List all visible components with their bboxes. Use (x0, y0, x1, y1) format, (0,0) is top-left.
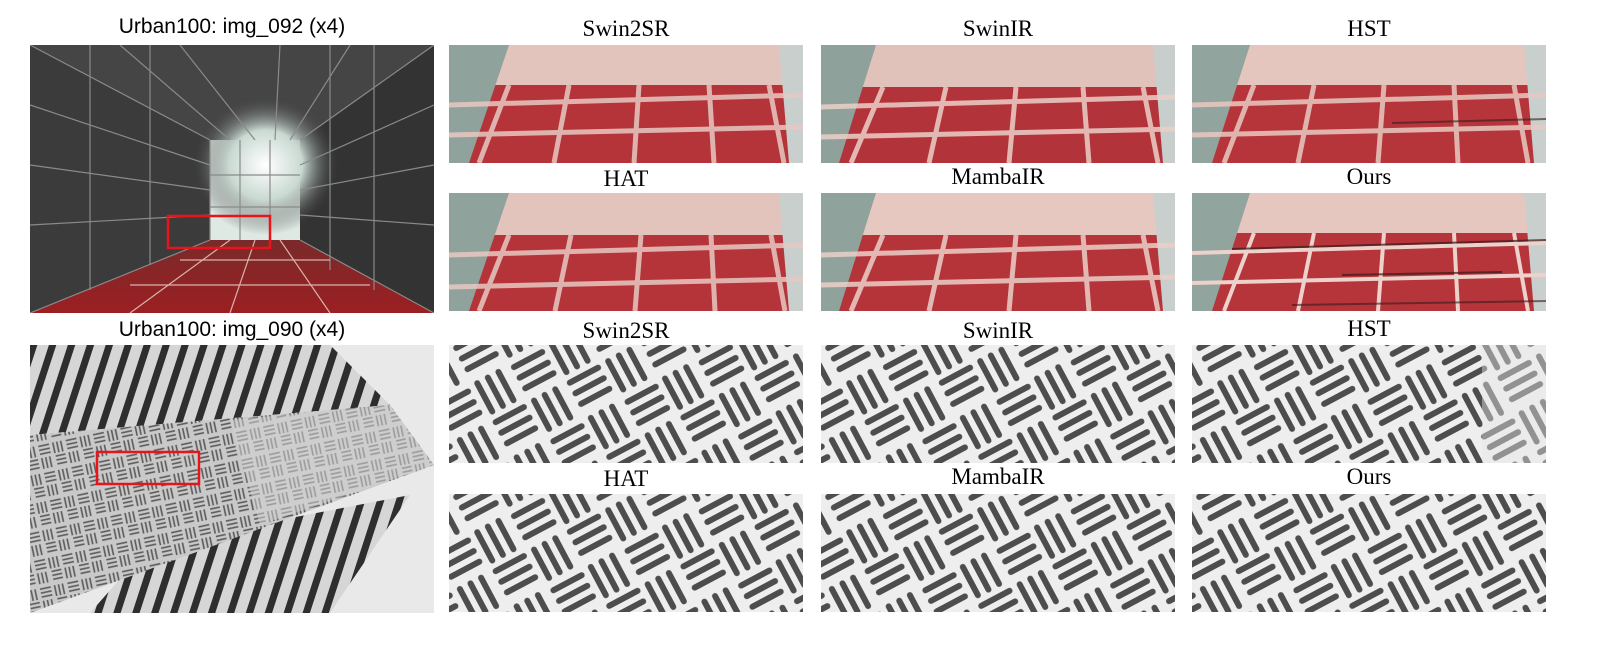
crop-ours-row2 (1192, 494, 1546, 612)
method-label-swinir-row2: SwinIR (962, 318, 1034, 343)
method-label-hat-row2: HAT (603, 466, 649, 491)
method-label-mambair-row2: MambaIR (951, 464, 1045, 489)
crop-hat-row1 (449, 193, 803, 311)
crop-hat-row2 (449, 494, 803, 612)
method-label-hst-row2: HST (1347, 316, 1391, 341)
method-label-swin2sr-row2: Swin2SR (582, 318, 670, 343)
crop-swinir-row2 (821, 345, 1175, 463)
method-label-hat-row1: HAT (603, 166, 649, 191)
overview-image-row1 (30, 45, 434, 313)
crop-hst-row2 (1192, 345, 1546, 463)
crop-mambair-row2 (821, 494, 1175, 612)
method-label-ours-row2: Ours (1346, 464, 1392, 489)
method-label-mambair-row1: MambaIR (951, 164, 1045, 189)
overview-title-row2: Urban100: img_090 (x4) (118, 318, 346, 341)
method-label-ours-row1: Ours (1346, 164, 1392, 189)
method-label-hst-row1: HST (1347, 16, 1391, 41)
crop-ours-row1 (1192, 193, 1546, 311)
crop-swin2sr-row2 (449, 345, 803, 463)
overview-image-row2 (30, 345, 434, 613)
crop-swinir-row1 (821, 45, 1175, 163)
crop-hst-row1 (1192, 45, 1546, 163)
method-label-swinir-row1: SwinIR (962, 16, 1034, 41)
crop-swin2sr-row1 (449, 45, 803, 163)
method-label-swin2sr-row1: Swin2SR (582, 16, 670, 41)
crop-mambair-row1 (821, 193, 1175, 311)
overview-title-row1: Urban100: img_092 (x4) (118, 15, 346, 38)
